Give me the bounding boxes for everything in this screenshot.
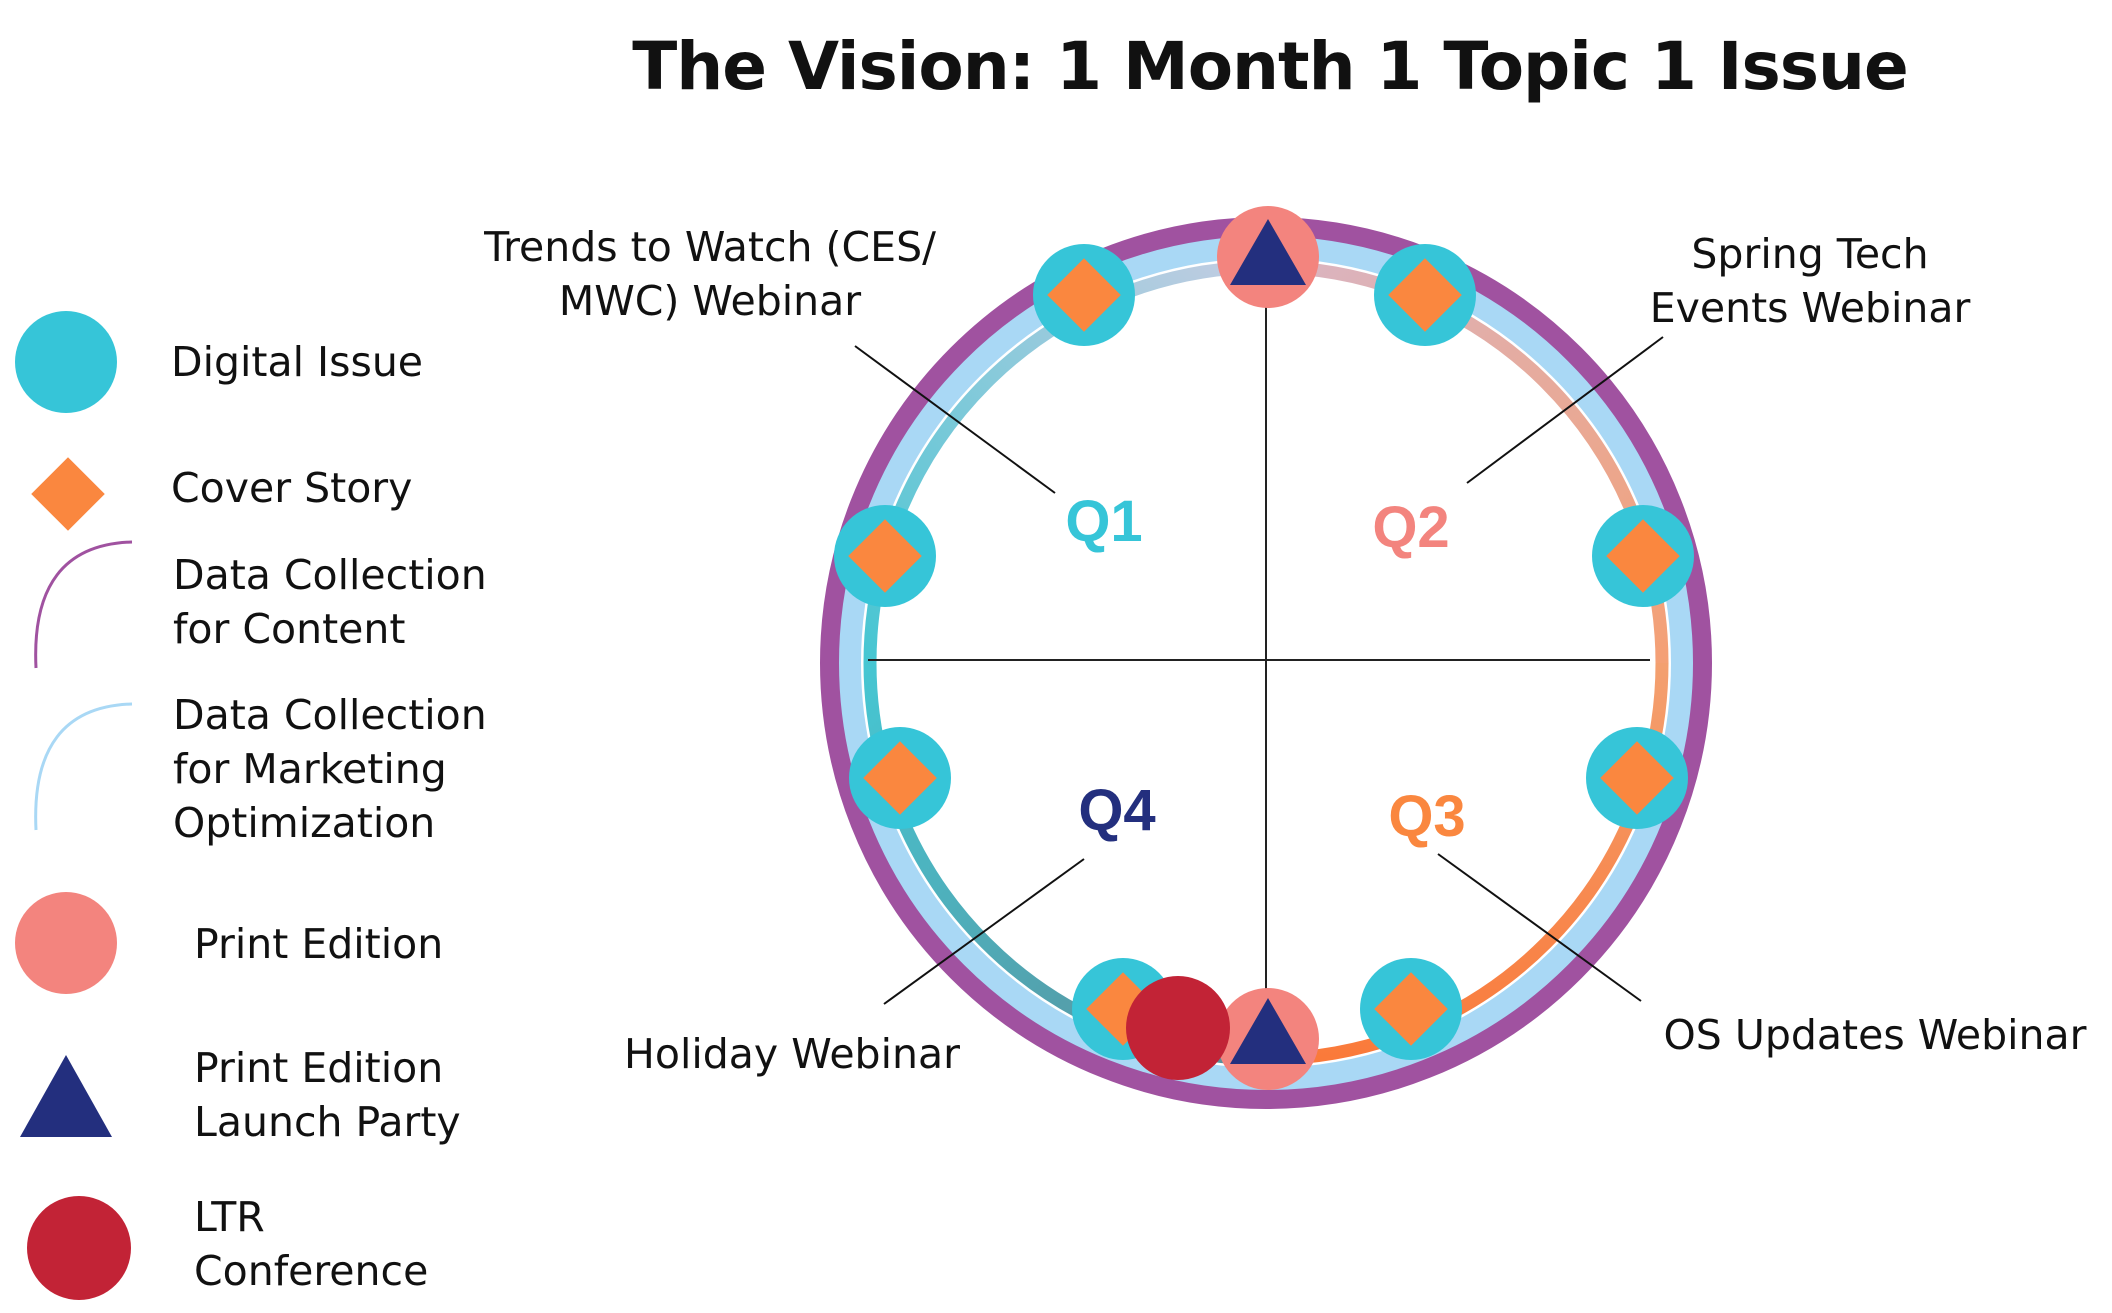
cover-story-icon xyxy=(1600,741,1674,815)
quarter-label-q3: Q3 xyxy=(1388,784,1465,849)
cover-story-icon xyxy=(848,519,922,593)
cover-story-icon xyxy=(1374,972,1448,1046)
cover-story-icon xyxy=(1388,258,1462,332)
leader-line-q2 xyxy=(1466,336,1664,484)
legend-label-data-collection-marketing: Data Collection for Marketing Optimizati… xyxy=(173,691,487,847)
legend-cover-story-icon xyxy=(31,457,105,531)
legend-label-data-collection-content: Data Collection for Content xyxy=(173,551,487,653)
print-edition-top xyxy=(1217,206,1319,308)
quarter-label-q2: Q2 xyxy=(1372,495,1449,560)
print-edition-bottom xyxy=(1217,988,1319,1090)
leader-line-q4 xyxy=(883,858,1085,1005)
month-marker-digital-issue xyxy=(1360,958,1462,1060)
month-marker-digital-issue xyxy=(849,727,951,829)
legend-label-launch-party: Print Edition Launch Party xyxy=(194,1044,461,1146)
cover-story-icon xyxy=(1047,258,1121,332)
month-marker-digital-issue xyxy=(1592,505,1694,607)
legend-data-marketing-arc-icon xyxy=(34,702,133,831)
callout-q1-webinar: Trends to Watch (CES/ MWC) Webinar xyxy=(484,223,936,325)
month-marker-digital-issue xyxy=(1374,244,1476,346)
inner-arc-q3 xyxy=(1265,662,1669,1066)
legend-label-ltr-conference: LTR Conference xyxy=(194,1193,429,1295)
month-marker-digital-issue xyxy=(1033,244,1135,346)
quarter-label-q4: Q4 xyxy=(1078,778,1155,843)
callout-q3-webinar: OS Updates Webinar xyxy=(1663,1011,2087,1059)
month-marker-digital-issue xyxy=(1586,727,1688,829)
legend-label-cover-story: Cover Story xyxy=(171,464,413,512)
launch-party-icon xyxy=(1230,219,1306,285)
callout-q4-webinar: Holiday Webinar xyxy=(624,1030,960,1078)
launch-party-icon xyxy=(1230,998,1306,1064)
page-title: The Vision: 1 Month 1 Topic 1 Issue xyxy=(632,28,1909,105)
legend-digital-issue-icon xyxy=(15,311,117,413)
legend-launch-party-icon xyxy=(20,1055,112,1137)
ltr-conference-icon xyxy=(1126,976,1230,1080)
leader-line-q1 xyxy=(854,345,1056,494)
month-marker-digital-issue xyxy=(834,505,936,607)
legend-data-content-arc-icon xyxy=(34,540,133,669)
legend-print-edition-icon xyxy=(15,892,117,994)
callout-q2-webinar: Spring Tech Events Webinar xyxy=(1649,230,1971,332)
leader-line-q3 xyxy=(1437,853,1642,1002)
legend-ltr-conference-icon xyxy=(27,1196,131,1300)
cover-story-icon xyxy=(863,741,937,815)
cover-story-icon xyxy=(1606,519,1680,593)
quarter-label-q1: Q1 xyxy=(1065,489,1142,554)
legend-label-digital-issue: Digital Issue xyxy=(171,338,424,386)
legend-label-print-edition: Print Edition xyxy=(194,920,444,968)
